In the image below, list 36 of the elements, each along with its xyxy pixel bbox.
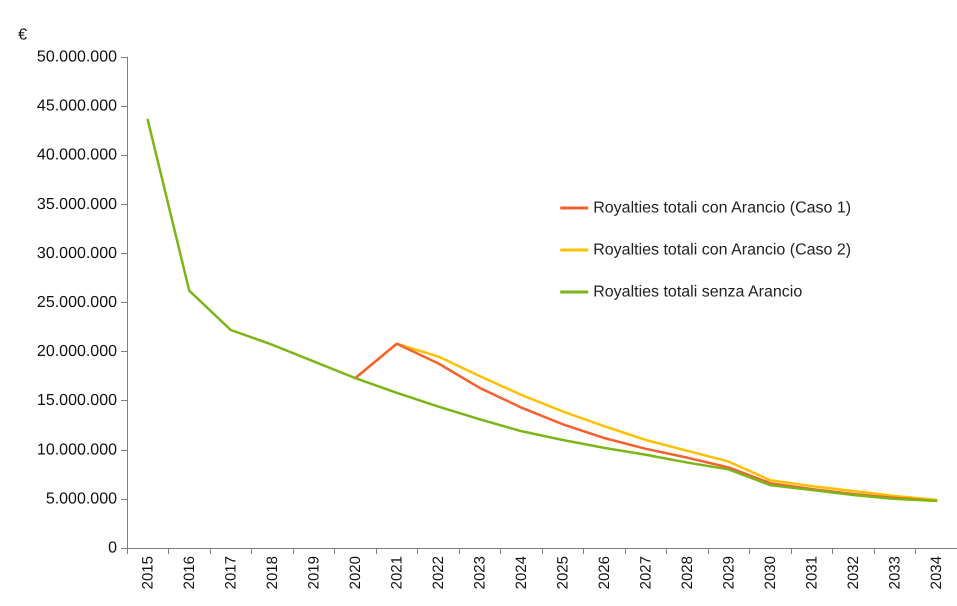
y-axis-title: € <box>18 26 28 44</box>
x-tick-label: 2015 <box>139 556 156 590</box>
y-tick-label: 20.000.000 <box>36 343 118 360</box>
x-tick-label: 2029 <box>720 556 738 590</box>
x-tick-label: 2032 <box>844 556 862 590</box>
x-tick-label: 2017 <box>222 556 240 590</box>
x-tick-label: 2024 <box>512 556 530 590</box>
x-tick-label: 2033 <box>886 556 904 590</box>
x-tick-label: 2026 <box>596 556 613 590</box>
y-tick-label: 10.000.000 <box>36 441 118 458</box>
line-series <box>146 118 938 502</box>
y-tick-label: 25.000.000 <box>36 294 118 311</box>
y-tick-label: 5.000.000 <box>46 490 118 508</box>
x-tick-label: 2018 <box>264 556 281 590</box>
y-tick-label: 30.000.000 <box>36 244 118 262</box>
legend-label: Royalties totali con Arancio (Caso 2) <box>593 242 852 258</box>
x-tick-label: 2028 <box>678 556 696 590</box>
x-tick-label: 2016 <box>180 556 198 590</box>
x-tick-label: 2020 <box>346 556 364 590</box>
y-tick-label: 45.000.000 <box>36 98 118 115</box>
x-tick-label: 2030 <box>762 556 779 590</box>
y-tick-label: 15.000.000 <box>36 392 118 410</box>
legend-label: Royalties totali con Arancio (Caso 1) <box>593 200 852 216</box>
y-tick-label: 35.000.000 <box>36 196 118 213</box>
x-tick-label: 2027 <box>637 556 654 590</box>
y-tick-label: 0 <box>108 540 118 556</box>
x-tick-label: 2022 <box>430 556 447 590</box>
x-tick-label: 2019 <box>305 556 322 590</box>
y-tick-label: 50.000.000 <box>36 48 118 66</box>
x-tick-label: 2031 <box>803 556 820 590</box>
x-tick-label: 2025 <box>554 556 572 590</box>
legend-label: Royalties totali senza Arancio <box>593 284 802 300</box>
x-tick-label: 2021 <box>388 556 406 590</box>
x-tick-label: 2034 <box>928 556 945 590</box>
x-tick-label: 2023 <box>471 556 488 590</box>
y-tick-label: 40.000.000 <box>36 146 118 164</box>
